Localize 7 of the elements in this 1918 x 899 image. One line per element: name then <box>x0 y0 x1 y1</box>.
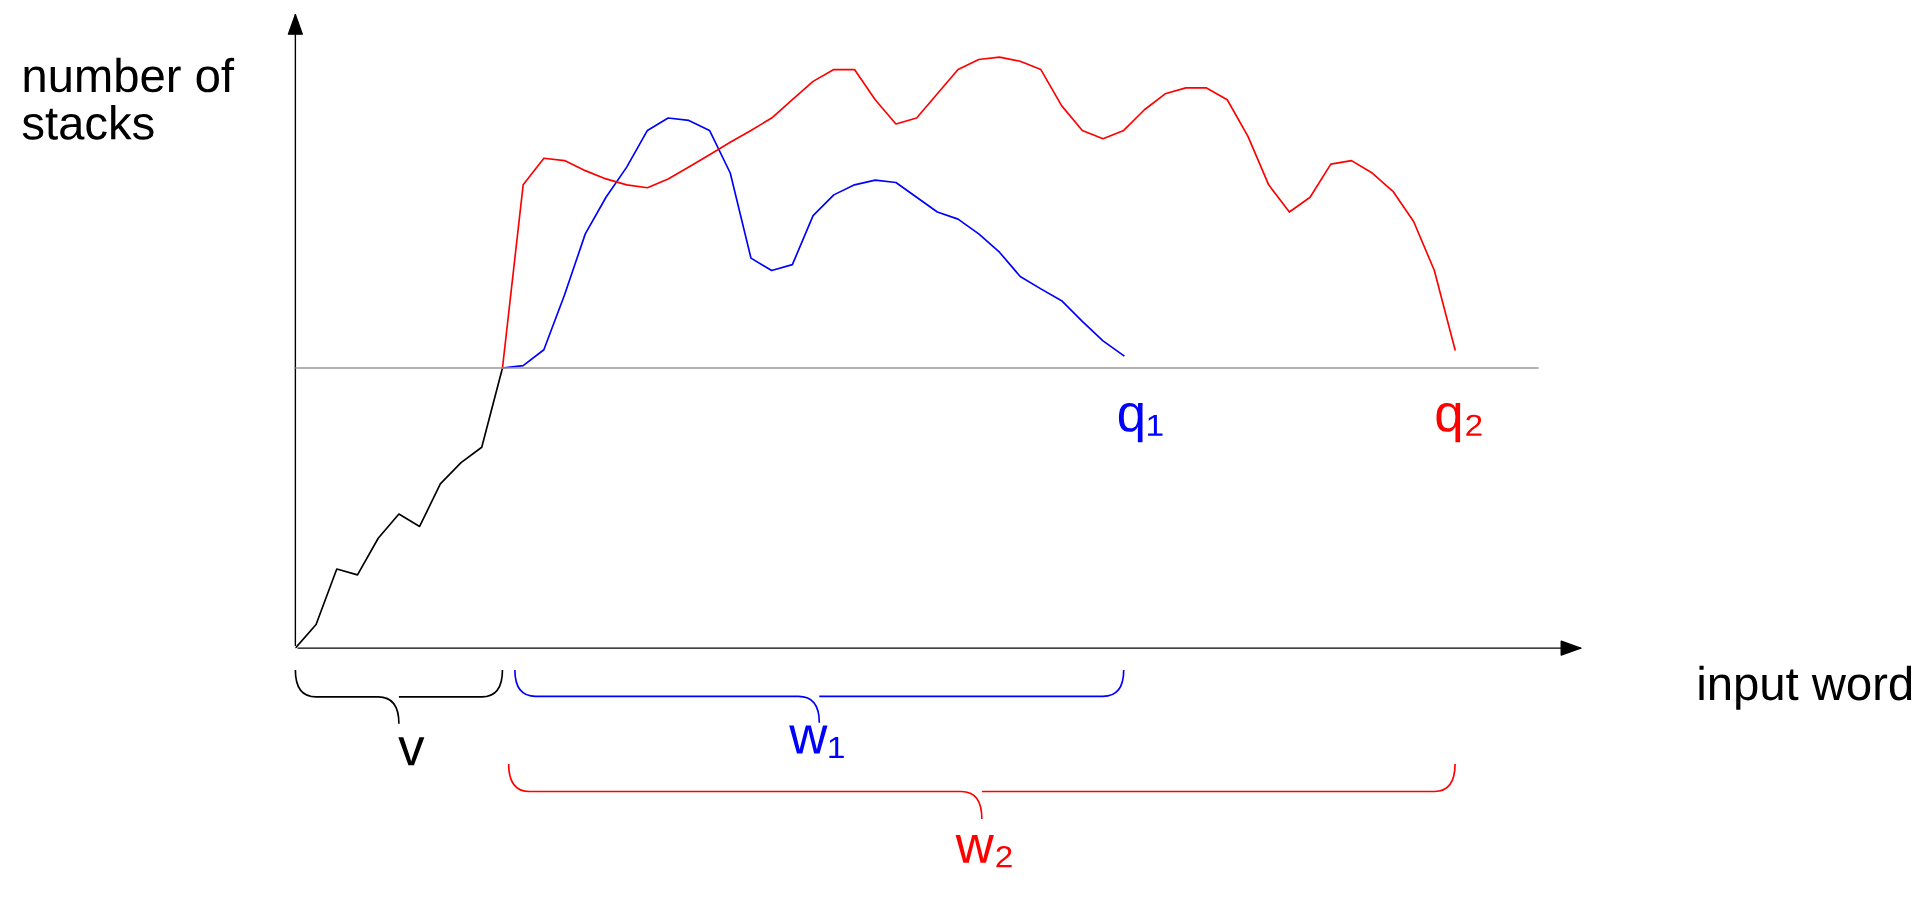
x-axis-title: input word <box>1699 665 1912 710</box>
text: w₁ <box>789 725 844 758</box>
text: w₂ <box>955 834 1012 868</box>
annotation: q₁ <box>1118 402 1163 443</box>
text: v <box>398 737 425 766</box>
annotation: q₂ <box>1436 402 1482 443</box>
y-axis-title: number of stacks <box>22 57 235 140</box>
